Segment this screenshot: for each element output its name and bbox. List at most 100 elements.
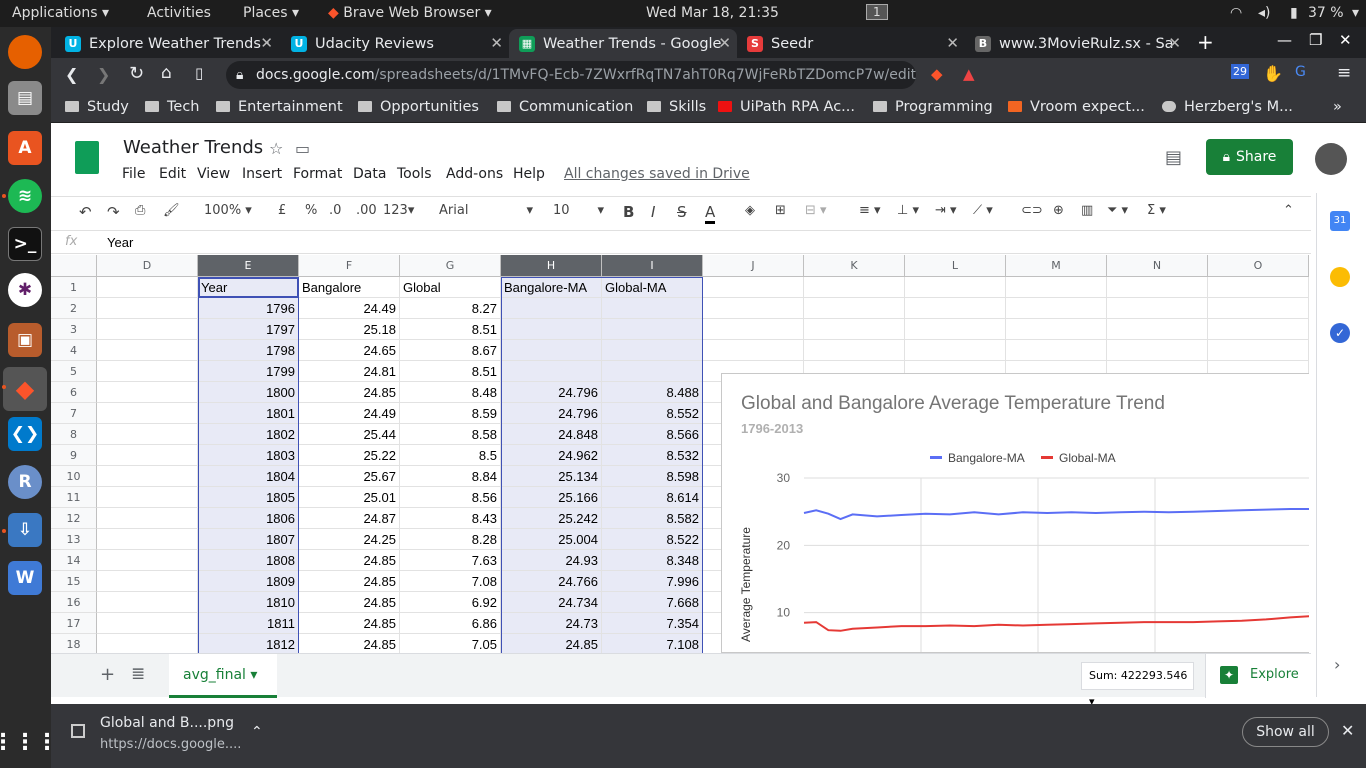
data-cell[interactable]: 25.22 bbox=[299, 445, 400, 466]
row-header[interactable]: 3 bbox=[51, 319, 97, 340]
grid-cell[interactable] bbox=[97, 571, 198, 592]
row-header[interactable]: 16 bbox=[51, 592, 97, 613]
grid-cell[interactable] bbox=[97, 550, 198, 571]
close-tab-icon[interactable]: ✕ bbox=[946, 34, 959, 52]
undo-icon[interactable]: ↶ bbox=[79, 203, 92, 221]
data-cell[interactable]: 1804 bbox=[198, 466, 299, 487]
data-cell[interactable]: 6.86 bbox=[400, 613, 501, 634]
vertical-align-icon[interactable]: ⊥ ▾ bbox=[897, 203, 919, 218]
places-menu[interactable]: Places ▾ bbox=[243, 5, 299, 21]
bookmark-tech[interactable]: Tech bbox=[145, 99, 199, 115]
data-cell[interactable]: 1812 bbox=[198, 634, 299, 655]
data-cell[interactable]: 25.242 bbox=[501, 508, 602, 529]
data-cell[interactable]: 24.962 bbox=[501, 445, 602, 466]
data-cell[interactable] bbox=[602, 298, 703, 319]
activities-button[interactable]: Activities bbox=[147, 5, 211, 21]
close-tab-icon[interactable]: ✕ bbox=[490, 34, 503, 52]
sheet-tab-avg-final[interactable]: avg_final ▾ bbox=[169, 654, 277, 698]
bookmark-programming[interactable]: Programming bbox=[873, 99, 993, 115]
data-cell[interactable] bbox=[501, 361, 602, 382]
column-header[interactable]: H bbox=[501, 255, 602, 277]
menu-file[interactable]: File bbox=[122, 166, 146, 182]
menu-data[interactable]: Data bbox=[353, 166, 387, 182]
grid-cell[interactable] bbox=[804, 319, 905, 340]
brave-shields-icon[interactable]: ◆ bbox=[931, 65, 943, 83]
comments-icon[interactable]: ▤ bbox=[1165, 147, 1183, 168]
font-size-select[interactable]: 10 ▾ bbox=[553, 203, 605, 218]
font-select[interactable]: Arial ▾ bbox=[439, 203, 533, 218]
spreadsheet-grid[interactable]: D E F G H I J K L M N O 1 Year Bangalore Gl… bbox=[51, 255, 1309, 767]
formula-input[interactable]: Year bbox=[107, 235, 134, 250]
column-title-cell[interactable]: Global-MA bbox=[602, 277, 703, 298]
grid-cell[interactable] bbox=[97, 445, 198, 466]
grid-cell[interactable] bbox=[905, 319, 1006, 340]
grid-cell[interactable] bbox=[97, 634, 198, 655]
grid-cell[interactable] bbox=[703, 319, 804, 340]
column-header[interactable]: D bbox=[97, 255, 198, 277]
bookmark-icon[interactable]: ▯ bbox=[195, 64, 204, 82]
bookmark-entertainment[interactable]: Entertainment bbox=[216, 99, 343, 115]
data-cell[interactable]: 1800 bbox=[198, 382, 299, 403]
add-sheet-icon[interactable]: + bbox=[100, 664, 116, 685]
move-folder-icon[interactable]: ▭ bbox=[295, 139, 311, 158]
applications-menu[interactable]: Applications ▾ bbox=[12, 5, 110, 21]
tab-weather-trends[interactable]: ▦ Weather Trends - Google ✕ bbox=[509, 29, 737, 58]
expand-panel-icon[interactable]: › bbox=[1334, 655, 1341, 674]
data-cell[interactable]: 24.73 bbox=[501, 613, 602, 634]
merge-cells-icon[interactable]: ⊟ ▾ bbox=[805, 203, 827, 218]
data-cell[interactable]: 24.766 bbox=[501, 571, 602, 592]
grid-cell[interactable] bbox=[703, 340, 804, 361]
new-tab-icon[interactable]: + bbox=[1197, 30, 1214, 54]
close-tab-icon[interactable]: ✕ bbox=[1168, 34, 1181, 52]
data-cell[interactable]: 1803 bbox=[198, 445, 299, 466]
grid-cell[interactable] bbox=[905, 277, 1006, 298]
data-cell[interactable]: 8.614 bbox=[602, 487, 703, 508]
currency-button[interactable]: £ bbox=[278, 203, 287, 218]
calendar-icon[interactable]: 31 bbox=[1330, 211, 1350, 231]
percent-button[interactable]: % bbox=[305, 203, 318, 218]
column-header[interactable]: E bbox=[198, 255, 299, 277]
data-cell[interactable]: 25.004 bbox=[501, 529, 602, 550]
column-header[interactable]: O bbox=[1208, 255, 1309, 277]
data-cell[interactable]: 1810 bbox=[198, 592, 299, 613]
all-sheets-icon[interactable]: ≣ bbox=[131, 664, 146, 684]
italic-icon[interactable]: I bbox=[651, 203, 656, 221]
data-cell[interactable]: 8.56 bbox=[400, 487, 501, 508]
data-cell[interactable]: 8.84 bbox=[400, 466, 501, 487]
data-cell[interactable]: 24.734 bbox=[501, 592, 602, 613]
data-cell[interactable]: 25.44 bbox=[299, 424, 400, 445]
comment-icon[interactable]: ⊕ bbox=[1053, 203, 1064, 218]
grid-cell[interactable] bbox=[1208, 319, 1309, 340]
data-cell[interactable]: 8.48 bbox=[400, 382, 501, 403]
data-cell[interactable]: 8.552 bbox=[602, 403, 703, 424]
data-cell[interactable]: 24.49 bbox=[299, 403, 400, 424]
data-cell[interactable]: 8.5 bbox=[400, 445, 501, 466]
row-header[interactable]: 15 bbox=[51, 571, 97, 592]
data-cell[interactable]: 25.01 bbox=[299, 487, 400, 508]
paint-format-icon[interactable]: 🖌︎ bbox=[163, 203, 180, 218]
data-cell[interactable]: 1798 bbox=[198, 340, 299, 361]
row-header[interactable]: 17 bbox=[51, 613, 97, 634]
grid-cell[interactable] bbox=[1006, 277, 1107, 298]
close-shelf-icon[interactable]: ✕ bbox=[1341, 721, 1355, 740]
select-all-corner[interactable] bbox=[51, 255, 97, 277]
data-cell[interactable]: 8.488 bbox=[602, 382, 703, 403]
data-cell[interactable]: 7.05 bbox=[400, 634, 501, 655]
close-tab-icon[interactable]: ✕ bbox=[260, 34, 273, 52]
data-cell[interactable]: 24.848 bbox=[501, 424, 602, 445]
data-cell[interactable]: 8.582 bbox=[602, 508, 703, 529]
data-cell[interactable]: 1806 bbox=[198, 508, 299, 529]
archive-icon[interactable]: ▣ bbox=[8, 323, 42, 357]
data-cell[interactable]: 24.81 bbox=[299, 361, 400, 382]
grid-cell[interactable] bbox=[1208, 298, 1309, 319]
downloader-icon[interactable]: ⇩ bbox=[8, 513, 42, 547]
data-cell[interactable]: 1807 bbox=[198, 529, 299, 550]
sum-select[interactable]: Sum: 422293.546 ▾ bbox=[1081, 662, 1194, 708]
close-window-icon[interactable]: ✕ bbox=[1339, 31, 1352, 49]
files-icon[interactable]: ▤ bbox=[8, 81, 42, 115]
column-title-cell[interactable]: Bangalore bbox=[299, 277, 400, 298]
data-cell[interactable]: 8.566 bbox=[602, 424, 703, 445]
row-header[interactable]: 4 bbox=[51, 340, 97, 361]
column-title-cell[interactable]: Bangalore-MA bbox=[501, 277, 602, 298]
